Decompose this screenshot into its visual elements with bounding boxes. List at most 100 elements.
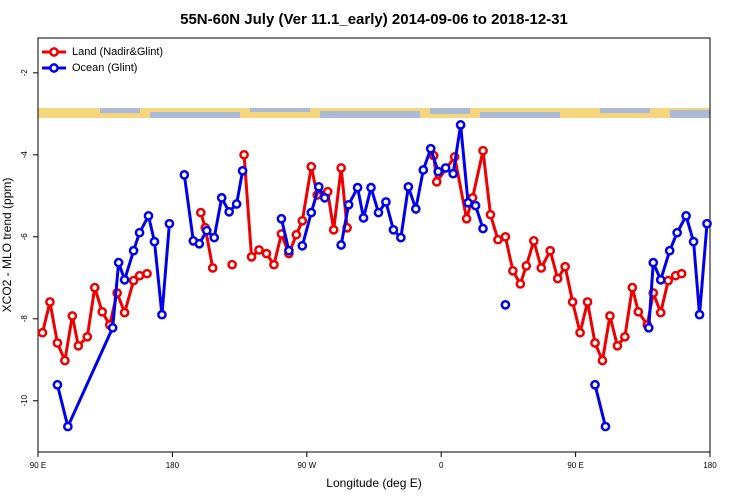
- data-point: [269, 259, 279, 270]
- data-point: [73, 340, 84, 351]
- data-point: [515, 279, 526, 289]
- data-point: [297, 240, 308, 251]
- data-point: [128, 275, 139, 286]
- data-point: [461, 213, 472, 224]
- data-point: [648, 257, 659, 268]
- data-point: [560, 261, 570, 272]
- data-point: [119, 307, 130, 318]
- data-point: [582, 297, 593, 307]
- data-point: [149, 236, 160, 247]
- data-point: [157, 309, 167, 320]
- x-tick-label: 180: [703, 461, 717, 470]
- map-strip: [38, 108, 710, 118]
- y-tick-label: -2: [20, 69, 29, 77]
- data-point: [97, 306, 108, 317]
- data-point: [388, 224, 399, 235]
- data-point: [134, 270, 145, 281]
- sea-patch: [480, 112, 560, 118]
- data-point: [239, 149, 249, 160]
- data-point: [306, 207, 317, 218]
- data-point: [134, 227, 145, 238]
- data-point: [500, 299, 511, 310]
- data-point: [45, 297, 55, 307]
- data-point: [470, 200, 481, 211]
- series-line: [593, 384, 607, 427]
- y-tick-label: -4: [20, 151, 29, 159]
- data-point: [575, 327, 585, 338]
- data-point: [319, 193, 330, 203]
- data-point: [485, 209, 496, 220]
- data-point: [254, 245, 264, 255]
- data-point: [418, 165, 429, 175]
- data-point: [60, 355, 70, 366]
- data-point: [431, 177, 442, 187]
- series-line: [339, 124, 485, 246]
- data-point: [396, 232, 406, 243]
- sea-patch: [430, 108, 470, 114]
- data-point: [63, 421, 73, 432]
- x-tick-label: 180: [166, 461, 180, 470]
- data-point: [702, 218, 712, 229]
- data-point: [107, 322, 118, 333]
- x-tick-label: 90 W: [297, 461, 316, 470]
- x-tick-label: 0: [439, 461, 444, 470]
- data-point: [655, 307, 666, 318]
- data-point: [352, 182, 363, 193]
- data-point: [493, 234, 503, 245]
- data-point: [297, 215, 308, 226]
- data-point: [600, 421, 611, 432]
- y-tick-label: -8: [20, 315, 29, 323]
- legend-marker: [49, 63, 59, 73]
- data-point: [52, 338, 63, 348]
- data-point: [224, 206, 234, 217]
- data-point: [597, 355, 608, 366]
- sea-patch: [320, 111, 420, 118]
- x-tick-label: 90 E: [30, 461, 46, 470]
- data-point: [463, 197, 473, 208]
- data-point: [261, 248, 272, 259]
- legend-marker: [49, 47, 59, 57]
- sea-patch: [600, 108, 650, 113]
- plot-frame: [37, 37, 711, 453]
- data-point: [552, 273, 563, 284]
- data-point: [276, 213, 287, 224]
- data-point: [209, 232, 220, 243]
- data-point: [620, 331, 630, 342]
- data-point: [521, 261, 532, 271]
- data-point: [343, 199, 354, 210]
- data-point: [448, 168, 458, 179]
- data-point: [478, 223, 488, 234]
- data-point: [216, 193, 227, 203]
- data-point: [672, 227, 682, 238]
- y-axis-label: XCO2 - MLO trend (ppm): [0, 178, 14, 313]
- series-line: [279, 218, 291, 252]
- data-point: [128, 245, 139, 256]
- data-point: [89, 282, 100, 293]
- data-point: [633, 306, 644, 317]
- data-point: [231, 199, 242, 209]
- data-point: [528, 236, 539, 246]
- data-point: [306, 161, 317, 172]
- data-point: [381, 197, 391, 207]
- y-tick-label: -6: [20, 233, 29, 241]
- data-point: [237, 165, 248, 176]
- data-point: [688, 236, 699, 247]
- data-point: [590, 379, 600, 390]
- data-point: [164, 218, 175, 229]
- data-point: [313, 181, 324, 192]
- legend: Land (Nadir&Glint) Ocean (Glint): [42, 46, 163, 74]
- sea-patch: [100, 108, 140, 113]
- data-point: [366, 182, 376, 193]
- data-point: [119, 274, 130, 285]
- data-point: [336, 240, 346, 250]
- data-point: [246, 252, 257, 262]
- data-point: [440, 163, 451, 173]
- data-point: [373, 207, 384, 218]
- data-point: [291, 229, 302, 240]
- data-point: [694, 309, 705, 320]
- data-point: [328, 224, 339, 235]
- x-tick-label: 90 E: [567, 461, 583, 470]
- data-point: [403, 181, 414, 192]
